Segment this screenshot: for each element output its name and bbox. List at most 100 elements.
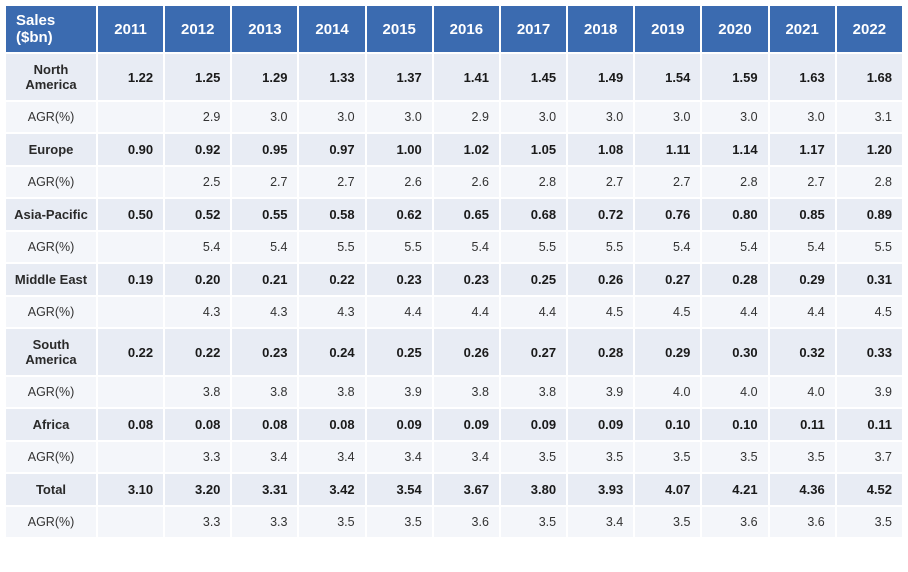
sales-cell: 0.23 [433, 263, 500, 296]
sales-cell: 1.25 [164, 53, 231, 101]
sales-cell: 0.76 [634, 198, 701, 231]
agr-cell: 3.3 [164, 441, 231, 473]
agr-cell: 5.4 [634, 231, 701, 263]
agr-cell: 2.7 [231, 166, 298, 198]
year-header: 2018 [567, 5, 634, 53]
sales-cell: 0.25 [500, 263, 567, 296]
agr-cell: 2.8 [836, 166, 903, 198]
sales-cell: 0.08 [164, 408, 231, 441]
header-row: Sales ($bn) 2011201220132014201520162017… [5, 5, 903, 53]
sales-cell: 1.14 [701, 133, 768, 166]
sales-cell: 0.24 [298, 328, 365, 376]
sales-cell: 0.58 [298, 198, 365, 231]
agr-cell: 2.8 [500, 166, 567, 198]
sales-cell: 0.08 [298, 408, 365, 441]
agr-cell: 5.4 [701, 231, 768, 263]
year-header: 2014 [298, 5, 365, 53]
agr-cell: 3.5 [634, 441, 701, 473]
sales-cell: 0.09 [500, 408, 567, 441]
sales-cell: 0.31 [836, 263, 903, 296]
agr-cell: 3.7 [836, 441, 903, 473]
sales-cell: 0.90 [97, 133, 164, 166]
sales-cell: 4.21 [701, 473, 768, 506]
sales-cell: 0.97 [298, 133, 365, 166]
agr-cell: 5.4 [433, 231, 500, 263]
agr-cell: 4.3 [164, 296, 231, 328]
agr-cell: 3.5 [500, 441, 567, 473]
year-header: 2017 [500, 5, 567, 53]
agr-cell: 4.4 [769, 296, 836, 328]
agr-row: AGR(%)2.52.72.72.62.62.82.72.72.82.72.8 [5, 166, 903, 198]
agr-cell: 3.0 [634, 101, 701, 133]
agr-cell: 3.3 [164, 506, 231, 538]
region-label: Total [5, 473, 97, 506]
agr-cell: 4.4 [500, 296, 567, 328]
sales-cell: 3.42 [298, 473, 365, 506]
sales-cell: 0.72 [567, 198, 634, 231]
agr-cell: 4.5 [836, 296, 903, 328]
agr-cell: 4.0 [634, 376, 701, 408]
agr-cell: 5.5 [836, 231, 903, 263]
agr-cell: 3.9 [366, 376, 433, 408]
agr-cell: 3.5 [836, 506, 903, 538]
sales-cell: 0.68 [500, 198, 567, 231]
agr-cell: 4.0 [701, 376, 768, 408]
sales-cell: 0.25 [366, 328, 433, 376]
agr-cell: 2.5 [164, 166, 231, 198]
sales-cell: 1.33 [298, 53, 365, 101]
year-header: 2013 [231, 5, 298, 53]
sales-cell: 0.08 [231, 408, 298, 441]
agr-cell [97, 506, 164, 538]
agr-cell [97, 376, 164, 408]
sales-cell: 1.00 [366, 133, 433, 166]
agr-row: AGR(%)2.93.03.03.02.93.03.03.03.03.03.1 [5, 101, 903, 133]
agr-cell: 3.8 [433, 376, 500, 408]
sales-cell: 0.50 [97, 198, 164, 231]
sales-cell: 0.09 [366, 408, 433, 441]
sales-cell: 0.08 [97, 408, 164, 441]
region-label: Asia-Pacific [5, 198, 97, 231]
region-label: Middle East [5, 263, 97, 296]
sales-cell: 0.22 [298, 263, 365, 296]
sales-cell: 0.62 [366, 198, 433, 231]
sales-cell: 0.27 [634, 263, 701, 296]
agr-row: AGR(%)3.33.33.53.53.63.53.43.53.63.63.5 [5, 506, 903, 538]
agr-cell: 4.5 [634, 296, 701, 328]
agr-cell: 5.4 [164, 231, 231, 263]
agr-cell [97, 231, 164, 263]
agr-cell: 4.4 [701, 296, 768, 328]
region-label: Africa [5, 408, 97, 441]
sales-cell: 1.11 [634, 133, 701, 166]
agr-cell: 3.6 [769, 506, 836, 538]
agr-cell: 3.5 [567, 441, 634, 473]
sales-cell: 1.05 [500, 133, 567, 166]
sales-cell: 3.80 [500, 473, 567, 506]
agr-cell: 5.5 [366, 231, 433, 263]
agr-label: AGR(%) [5, 101, 97, 133]
sales-cell: 0.27 [500, 328, 567, 376]
agr-cell [97, 296, 164, 328]
sales-cell: 0.95 [231, 133, 298, 166]
agr-cell: 3.8 [164, 376, 231, 408]
sales-cell: 0.23 [231, 328, 298, 376]
agr-cell: 2.7 [567, 166, 634, 198]
agr-cell: 3.5 [634, 506, 701, 538]
table-body: North America1.221.251.291.331.371.411.4… [5, 53, 903, 538]
agr-cell [97, 101, 164, 133]
agr-cell: 3.6 [701, 506, 768, 538]
sales-cell: 1.59 [701, 53, 768, 101]
agr-cell: 3.4 [298, 441, 365, 473]
year-header: 2021 [769, 5, 836, 53]
agr-cell: 3.0 [500, 101, 567, 133]
sales-cell: 3.54 [366, 473, 433, 506]
agr-cell: 2.6 [366, 166, 433, 198]
agr-cell: 3.5 [769, 441, 836, 473]
sales-cell: 1.17 [769, 133, 836, 166]
agr-cell: 3.9 [836, 376, 903, 408]
sales-cell: 1.22 [97, 53, 164, 101]
agr-cell: 4.5 [567, 296, 634, 328]
agr-cell: 2.7 [769, 166, 836, 198]
sales-cell: 0.19 [97, 263, 164, 296]
agr-cell: 3.1 [836, 101, 903, 133]
agr-cell: 3.6 [433, 506, 500, 538]
